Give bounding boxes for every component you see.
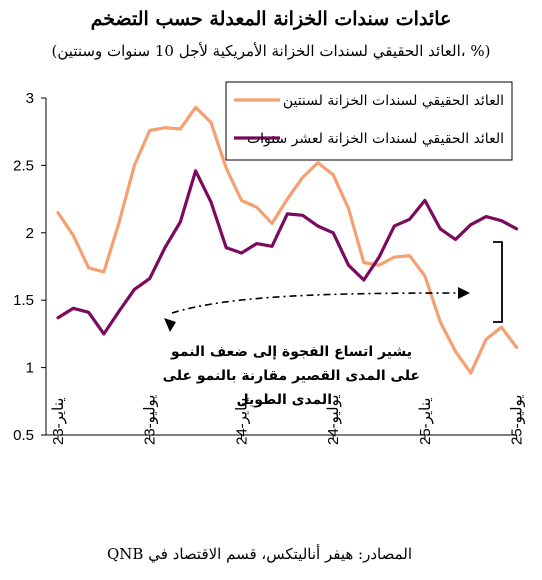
x-tick-label: يوليو-23 bbox=[142, 395, 159, 445]
source-note: المصادر: هيفر أناليتكس، قسم الاقتصاد في … bbox=[107, 545, 412, 563]
legend: العائد الحقيقي لسندات الخزانة لسنتين العا… bbox=[225, 81, 513, 161]
x-tick-label: يناير-24 bbox=[233, 398, 250, 445]
chart-title: عائدات سندات الخزانة المعدلة حسب التضخم bbox=[90, 8, 452, 30]
legend-label: العائد الحقيقي لسندات الخزانة لعشر سنوات bbox=[247, 131, 504, 147]
x-tick-label: يوليو-24 bbox=[325, 395, 342, 445]
x-tick-label: يوليو-25 bbox=[509, 395, 526, 445]
y-tick-label: 1 bbox=[26, 360, 34, 377]
gap-bracket bbox=[493, 241, 503, 323]
y-tick-label: 3 bbox=[26, 90, 34, 107]
legend-label: العائد الحقيقي لسندات الخزانة لسنتين bbox=[283, 93, 504, 109]
y-tick-label: 1.5 bbox=[13, 292, 34, 309]
annotation-text: على المدى القصير مقارنة بالنمو على bbox=[163, 368, 420, 384]
x-tick-label: يناير-23 bbox=[50, 398, 67, 445]
x-tick-label: يناير-25 bbox=[417, 398, 434, 445]
series-line-2y bbox=[56, 105, 519, 375]
series-layer bbox=[56, 105, 519, 375]
gap-annotation: يشير اتساع الفجوة إلى ضعف النمو على المدى… bbox=[163, 241, 503, 408]
axes: 0.5 1 1.5 2 2.5 3 يناير-23 يوليو-23 يناير-24 يولي… bbox=[13, 90, 526, 445]
arrow-head-left bbox=[164, 318, 176, 332]
chart-subtitle: (العائد الحقيقي لسندات الخزانة الأمريكية… bbox=[51, 42, 491, 60]
arrow-head-right bbox=[458, 287, 470, 299]
dashed-arrow bbox=[171, 292, 461, 314]
y-tick-label: 0.5 bbox=[13, 427, 34, 444]
y-tick-label: 2 bbox=[26, 225, 34, 242]
legend-box bbox=[225, 81, 513, 161]
annotation-text: يشير اتساع الفجوة إلى ضعف النمو bbox=[170, 344, 412, 360]
series-line-10y bbox=[56, 169, 519, 336]
y-tick-label: 2.5 bbox=[13, 157, 34, 174]
annotation-text: المدى الطويل bbox=[237, 392, 332, 408]
